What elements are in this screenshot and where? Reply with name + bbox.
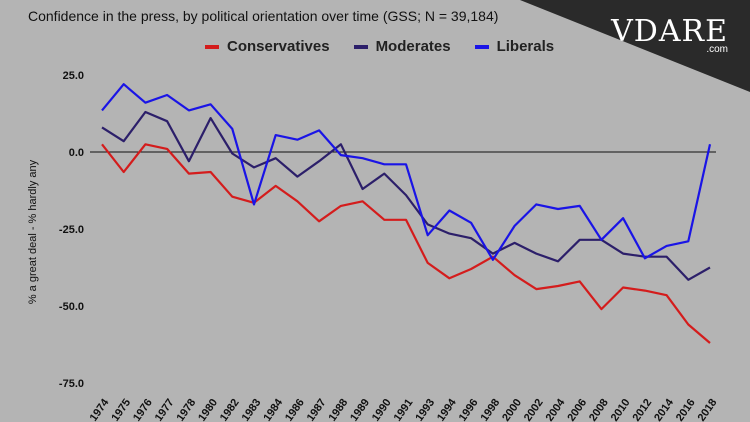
x-tick-label: 1993: [413, 397, 437, 422]
x-tick-label: 1988: [326, 397, 350, 422]
chart-title: Confidence in the press, by political or…: [28, 8, 499, 24]
legend-swatch-moderates: [353, 44, 368, 49]
x-tick-label: 2018: [696, 397, 720, 422]
x-tick-label: 2008: [587, 397, 611, 422]
legend-item-liberals: Liberals: [474, 38, 555, 55]
x-tick-label: 2016: [674, 397, 698, 422]
banner-triangle: [520, 0, 750, 92]
x-tick-label: 2012: [630, 397, 654, 422]
x-tick-label: 1998: [478, 397, 502, 422]
legend-item-moderates: Moderates: [353, 38, 451, 55]
x-tick-label: 2002: [522, 397, 546, 422]
x-tick-label: 1980: [196, 397, 220, 422]
series-line-liberals: [101, 83, 712, 261]
x-tick-label: 1991: [392, 397, 416, 422]
y-tick-label: -75.0: [59, 378, 84, 390]
legend-label-conservatives: Conservatives: [227, 38, 330, 55]
legend-swatch-liberals: [474, 44, 489, 49]
x-tick-label: 1990: [370, 397, 394, 422]
legend-label-moderates: Moderates: [375, 38, 451, 55]
x-tick-label: 2014: [652, 396, 676, 422]
x-tick-label: 2000: [500, 397, 524, 422]
x-tick-label: 1987: [305, 397, 329, 422]
x-tick-label: 1977: [153, 397, 177, 422]
y-tick-label: 25.0: [63, 70, 84, 82]
series-line-moderates: [101, 110, 711, 281]
x-tick-label: 2006: [565, 397, 589, 422]
y-tick-label: -50.0: [59, 301, 84, 313]
y-axis-label: % a great deal - % hardly any: [27, 159, 39, 304]
x-tick-label: 1996: [457, 397, 481, 422]
y-tick-label: 0.0: [69, 147, 84, 159]
legend-item-conservatives: Conservatives: [205, 38, 330, 55]
x-tick-label: 1994: [435, 396, 459, 422]
x-tick-label: 1986: [283, 397, 307, 422]
legend-label-liberals: Liberals: [496, 38, 555, 55]
x-tick-label: 1984: [261, 396, 285, 422]
x-tick-label: 1982: [218, 397, 242, 422]
x-tick-label: 1983: [240, 397, 264, 422]
y-tick-label: -25.0: [59, 224, 84, 236]
x-tick-label: 2004: [544, 396, 568, 422]
x-tick-label: 1974: [88, 396, 112, 422]
legend-swatch-conservatives: [205, 44, 219, 49]
x-tick-label: 1989: [348, 397, 372, 422]
x-tick-label: 1978: [174, 397, 198, 422]
x-tick-label: 1975: [109, 397, 133, 422]
vdare-logo-sub: .com: [706, 44, 728, 55]
x-tick-label: 1976: [131, 397, 155, 422]
legend: Conservatives Moderates Liberals: [205, 38, 554, 55]
x-tick-label: 2010: [609, 397, 633, 422]
vdare-logo: VDARE: [611, 14, 728, 49]
series-line-conservatives: [101, 143, 711, 344]
